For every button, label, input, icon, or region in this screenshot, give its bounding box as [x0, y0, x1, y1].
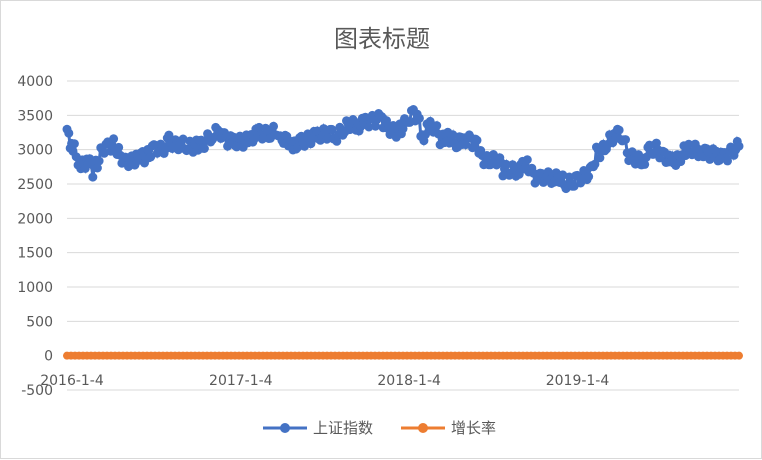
- series-layer: [62, 105, 744, 360]
- y-tick-label: 3000: [17, 143, 53, 159]
- legend-marker: [418, 423, 428, 433]
- x-tick-label: 2016-1-4: [40, 373, 104, 389]
- data-point-shanghai-index: [92, 163, 102, 173]
- y-tick-label: 2500: [17, 177, 53, 193]
- data-point-shanghai-index: [178, 134, 188, 144]
- data-point-shanghai-index: [614, 125, 624, 135]
- data-point-shanghai-index: [269, 121, 278, 131]
- legend-label: 增长率: [451, 419, 496, 437]
- data-point-shanghai-index: [584, 172, 594, 182]
- y-tick-label: 500: [26, 314, 53, 330]
- data-point-shanghai-index: [364, 122, 374, 132]
- data-point-shanghai-index: [114, 142, 124, 152]
- y-tick-label: 3500: [17, 108, 53, 124]
- data-point-shanghai-index: [501, 159, 511, 169]
- data-point-shanghai-index: [421, 130, 430, 139]
- data-point-shanghai-index: [522, 155, 532, 165]
- data-point-shanghai-index: [676, 157, 686, 167]
- data-point-shanghai-index: [94, 156, 104, 166]
- data-point-shanghai-index: [146, 152, 156, 162]
- data-point-shanghai-index: [414, 113, 424, 123]
- y-tick-label: 4000: [17, 74, 53, 90]
- legend-entry-shanghai-index[interactable]: 上证指数: [263, 419, 373, 437]
- legend-label: 上证指数: [313, 419, 373, 437]
- data-point-shanghai-index: [640, 159, 650, 169]
- data-point-shanghai-index: [232, 142, 242, 152]
- y-tick-label: 0: [44, 349, 53, 365]
- y-tick-label: 1000: [17, 280, 53, 296]
- data-point-shanghai-index: [723, 156, 732, 166]
- data-point-shanghai-index: [209, 132, 219, 142]
- y-tick-label: 2000: [17, 211, 53, 227]
- data-point-shanghai-index: [472, 135, 482, 145]
- data-point-growth-rate: [735, 351, 743, 360]
- data-point-shanghai-index: [327, 124, 337, 134]
- data-point-shanghai-index: [398, 124, 408, 134]
- data-point-shanghai-index: [432, 121, 442, 131]
- x-axis-tick-labels: 2016-1-4 2017-1-4 2018-1-4 2019-1-4: [40, 373, 609, 389]
- x-tick-label: 2017-1-4: [209, 373, 273, 389]
- chart-title: 图表标题: [334, 25, 430, 53]
- data-point-shanghai-index: [64, 128, 74, 138]
- data-point-shanghai-index: [595, 153, 605, 163]
- data-point-shanghai-index: [371, 121, 380, 131]
- data-point-shanghai-index: [590, 159, 600, 169]
- x-tick-label: 2018-1-4: [377, 373, 441, 389]
- data-point-shanghai-index: [332, 136, 342, 146]
- legend[interactable]: 上证指数 增长率: [263, 419, 496, 437]
- data-point-shanghai-index: [88, 172, 98, 182]
- data-point-shanghai-index: [684, 139, 694, 149]
- data-point-shanghai-index: [734, 141, 744, 151]
- data-point-shanghai-index: [621, 135, 630, 145]
- data-point-shanghai-index: [69, 139, 79, 149]
- y-tick-label: 1500: [17, 246, 53, 262]
- y-tick-label: -500: [21, 383, 53, 399]
- data-point-shanghai-index: [382, 116, 391, 126]
- legend-marker: [280, 423, 290, 433]
- x-tick-label: 2019-1-4: [546, 373, 610, 389]
- legend-entry-growth-rate[interactable]: 增长率: [401, 419, 496, 437]
- data-point-shanghai-index: [199, 144, 209, 153]
- y-axis-tick-labels: -500 0 500 1000 1500 2000 2500 3000 3500 4000: [17, 74, 53, 399]
- data-point-shanghai-index: [109, 134, 119, 144]
- data-point-shanghai-index: [425, 116, 435, 126]
